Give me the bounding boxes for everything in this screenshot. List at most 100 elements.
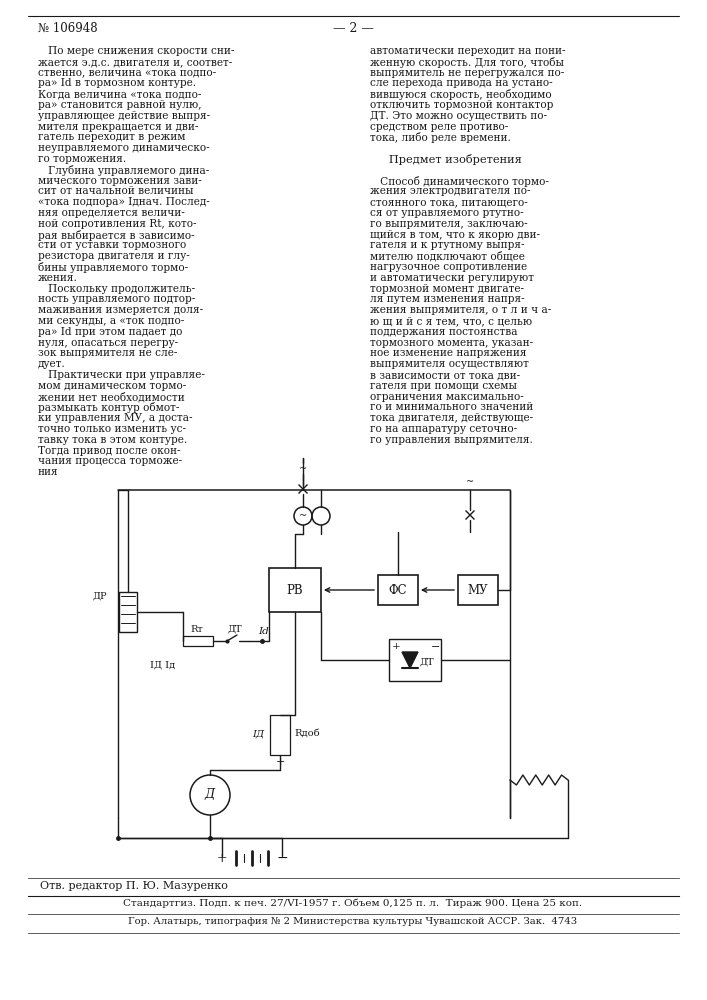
Text: сит от начальной величины: сит от начальной величины [38, 186, 194, 196]
Text: нагрузочное сопротивление: нагрузочное сопротивление [370, 262, 527, 272]
Text: размыкать контур обмот-: размыкать контур обмот- [38, 402, 180, 413]
Text: Способ динамического тормо-: Способ динамического тормо- [370, 176, 549, 187]
Text: тока двигателя, действующе-: тока двигателя, действующе- [370, 413, 533, 423]
Text: жается э.д.с. двигателя и, соответ-: жается э.д.с. двигателя и, соответ- [38, 57, 233, 67]
Text: тавку тока в этом контуре.: тавку тока в этом контуре. [38, 435, 187, 445]
Text: мом динамическом тормо-: мом динамическом тормо- [38, 381, 186, 391]
Text: тока, либо реле времени.: тока, либо реле времени. [370, 132, 511, 143]
Text: ограничения максимально-: ограничения максимально- [370, 392, 524, 402]
Text: жении нет необходимости: жении нет необходимости [38, 392, 185, 402]
Text: ДТ: ДТ [419, 658, 433, 667]
Text: РВ: РВ [286, 584, 303, 596]
Text: IД: IД [252, 729, 264, 738]
Text: в зависимости от тока дви-: в зависимости от тока дви- [370, 370, 520, 380]
Text: гатель переходит в режим: гатель переходит в режим [38, 132, 185, 142]
Text: ния: ния [38, 467, 59, 477]
Text: № 106948: № 106948 [38, 22, 98, 35]
Text: +: + [216, 852, 228, 864]
Text: нуля, опасаться перегру-: нуля, опасаться перегру- [38, 338, 178, 348]
Text: ное изменение напряжения: ное изменение напряжения [370, 348, 527, 358]
Text: ДТ: ДТ [228, 625, 243, 634]
Text: и автоматически регулируют: и автоматически регулируют [370, 273, 534, 283]
Bar [458, 575, 498, 605]
Text: Практически при управляе-: Практически при управляе- [38, 370, 205, 380]
Text: стоянного тока, питающего-: стоянного тока, питающего- [370, 197, 527, 207]
Text: го и минимального значений: го и минимального значений [370, 402, 533, 412]
Text: го управления выпрямителя.: го управления выпрямителя. [370, 435, 533, 445]
Text: ся от управляемого ртутно-: ся от управляемого ртутно- [370, 208, 524, 218]
Text: го на аппаратуру сеточно-: го на аппаратуру сеточно- [370, 424, 517, 434]
Text: Rдоб: Rдоб [294, 729, 320, 738]
Text: го торможения.: го торможения. [38, 154, 127, 164]
Text: управляющее действие выпря-: управляющее действие выпря- [38, 111, 210, 121]
Text: МУ: МУ [468, 584, 489, 596]
Text: жения.: жения. [38, 273, 78, 283]
Text: дует.: дует. [38, 359, 66, 369]
Text: отключить тормозной контактор: отключить тормозной контактор [370, 100, 554, 110]
Text: Rт: Rт [190, 625, 203, 634]
Text: +: + [392, 642, 401, 651]
Text: вившуюся скорость, необходимо: вившуюся скорость, необходимо [370, 89, 551, 100]
Text: ра» Id при этом падает до: ра» Id при этом падает до [38, 327, 182, 337]
Text: маживания измеряется доля-: маживания измеряется доля- [38, 305, 203, 315]
Text: поддержания постоянства: поддержания постоянства [370, 327, 518, 337]
Text: женную скорость. Для того, чтобы: женную скорость. Для того, чтобы [370, 57, 564, 68]
Text: резистора двигателя и глу-: резистора двигателя и глу- [38, 251, 189, 261]
Text: выпрямитель не перегружался по-: выпрямитель не перегружался по- [370, 68, 564, 78]
Text: выпрямителя осуществляют: выпрямителя осуществляют [370, 359, 529, 369]
Text: чания процесса торможе-: чания процесса торможе- [38, 456, 182, 466]
Text: гателя при помощи схемы: гателя при помощи схемы [370, 381, 517, 391]
Text: ДТ. Это можно осуществить по-: ДТ. Это можно осуществить по- [370, 111, 547, 121]
Text: точно только изменить ус-: точно только изменить ус- [38, 424, 186, 434]
Text: рая выбирается в зависимо-: рая выбирается в зависимо- [38, 230, 194, 241]
Text: мителю подключают общее: мителю подключают общее [370, 251, 525, 262]
Text: ра» становится равной нулю,: ра» становится равной нулю, [38, 100, 201, 110]
Text: жения электродвигателя по-: жения электродвигателя по- [370, 186, 530, 196]
Text: Гор. Алатырь, типография № 2 Министерства культуры Чувашской АССР. Зак.  4743: Гор. Алатырь, типография № 2 Министерств… [129, 917, 578, 926]
Text: Когда величина «тока подпо-: Когда величина «тока подпо- [38, 89, 201, 99]
Text: тормозного момента, указан-: тормозного момента, указан- [370, 338, 533, 348]
Text: го выпрямителя, заключаю-: го выпрямителя, заключаю- [370, 219, 527, 229]
Text: тормозной момент двигате-: тормозной момент двигате- [370, 284, 524, 294]
Text: средством реле противо-: средством реле противо- [370, 122, 508, 132]
Text: мителя прекращается и дви-: мителя прекращается и дви- [38, 122, 199, 132]
Text: −: − [276, 851, 288, 865]
Text: ность управляемого подтор-: ность управляемого подтор- [38, 294, 195, 304]
Text: ми секунды, а «ток подпо-: ми секунды, а «ток подпо- [38, 316, 185, 326]
Text: — 2 —: — 2 — [332, 22, 373, 35]
Text: +: + [276, 757, 286, 767]
Text: По мере снижения скорости сни-: По мере снижения скорости сни- [38, 46, 235, 56]
Bar [378, 575, 418, 605]
Text: жения выпрямителя, о т л и ч а-: жения выпрямителя, о т л и ч а- [370, 305, 551, 315]
Text: Тогда привод после окон-: Тогда привод после окон- [38, 446, 180, 456]
Text: Стандартгиз. Подп. к печ. 27/VI-1957 г. Объем 0,125 п. л.  Тираж 900. Цена 25 ко: Стандартгиз. Подп. к печ. 27/VI-1957 г. … [124, 899, 583, 908]
Text: ~: ~ [299, 512, 307, 520]
Text: ной сопротивления Rt, кото-: ной сопротивления Rt, кото- [38, 219, 197, 229]
Text: гателя и к ртутному выпря-: гателя и к ртутному выпря- [370, 240, 525, 250]
Text: Предмет изобретения: Предмет изобретения [378, 154, 522, 165]
Text: бины управляемого тормо-: бины управляемого тормо- [38, 262, 188, 273]
Bar [183, 636, 213, 646]
Text: зок выпрямителя не сле-: зок выпрямителя не сле- [38, 348, 177, 358]
Text: ственно, величина «тока подпо-: ственно, величина «тока подпо- [38, 68, 216, 78]
Text: мического торможения зави-: мического торможения зави- [38, 176, 201, 186]
Text: ~: ~ [466, 478, 474, 487]
Text: щийся в том, что к якорю дви-: щийся в том, что к якорю дви- [370, 230, 540, 240]
Text: ФС: ФС [389, 584, 407, 596]
Bar [269, 568, 321, 612]
Text: «тока подпора» Iднач. Послед-: «тока подпора» Iднач. Послед- [38, 197, 210, 207]
Text: Поскольку продолжитель-: Поскольку продолжитель- [38, 284, 195, 294]
Text: Id: Id [258, 627, 269, 636]
Text: Отв. редактор П. Ю. Мазуренко: Отв. редактор П. Ю. Мазуренко [40, 881, 228, 891]
Text: ДР: ДР [93, 592, 107, 601]
Polygon shape [402, 652, 418, 668]
Text: сти от уставки тормозного: сти от уставки тормозного [38, 240, 186, 250]
Bar [119, 592, 137, 632]
Text: ю щ и й с я тем, что, с целью: ю щ и й с я тем, что, с целью [370, 316, 532, 326]
Text: ~: ~ [299, 464, 307, 474]
Text: ра» Id в тормозном контуре.: ра» Id в тормозном контуре. [38, 78, 196, 88]
Bar [270, 715, 290, 755]
Text: −: − [431, 642, 440, 652]
Text: сле перехода привода на устано-: сле перехода привода на устано- [370, 78, 553, 88]
Text: Д: Д [205, 788, 215, 802]
